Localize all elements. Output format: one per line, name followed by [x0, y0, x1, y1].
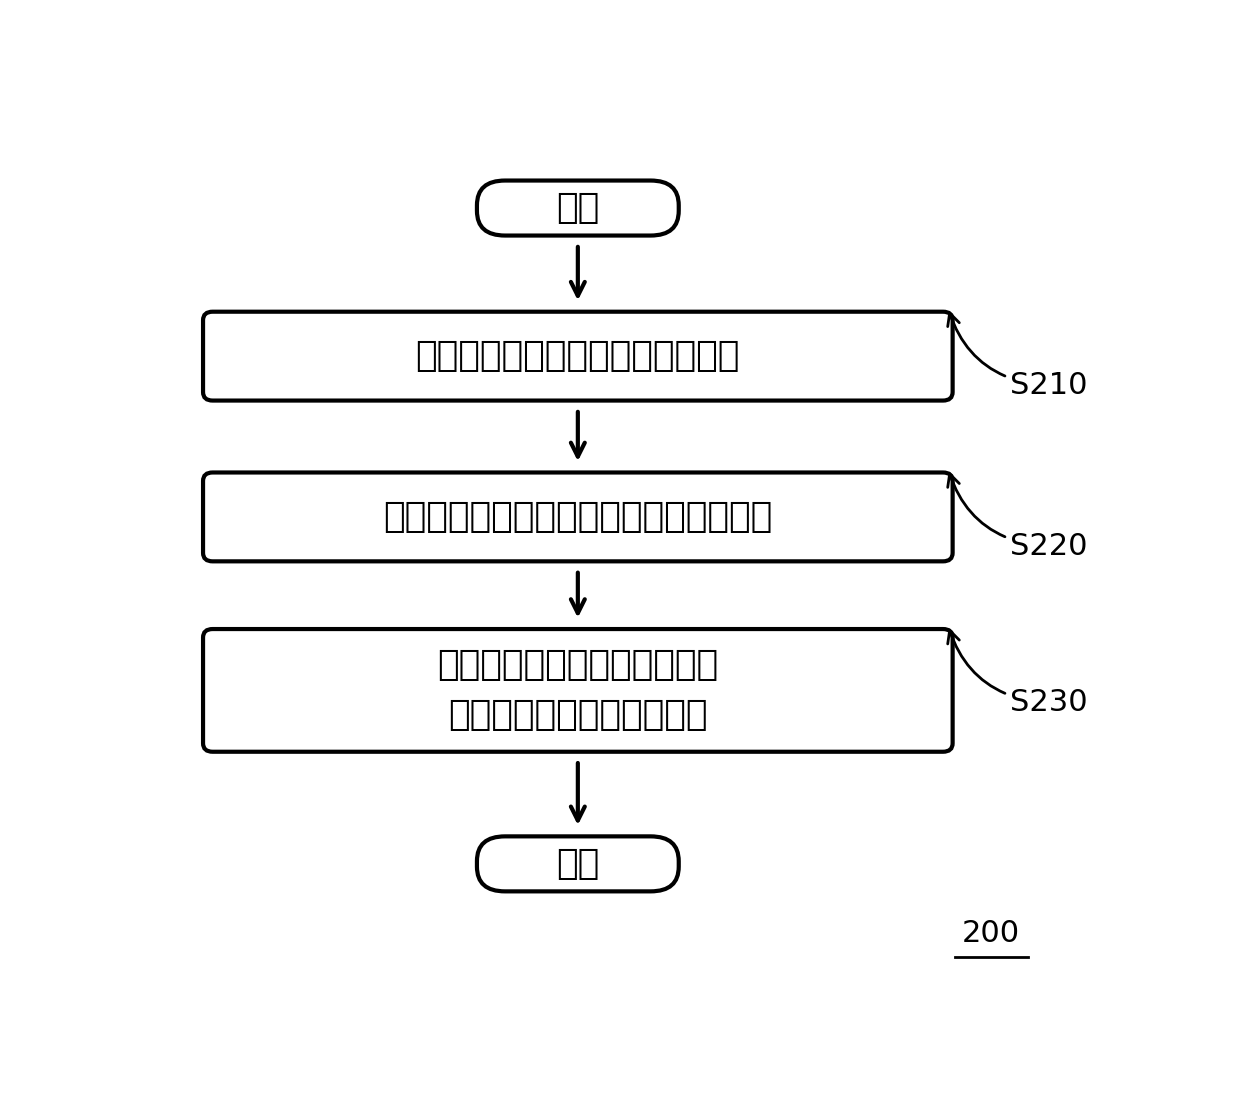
Text: 从脊柱横断面图像中获取异常区域: 从脊柱横断面图像中获取异常区域 — [415, 340, 740, 374]
FancyBboxPatch shape — [477, 180, 678, 235]
Text: 200: 200 — [962, 920, 1021, 948]
FancyBboxPatch shape — [203, 312, 952, 400]
Text: 开始: 开始 — [557, 191, 599, 225]
FancyBboxPatch shape — [203, 473, 952, 562]
FancyBboxPatch shape — [477, 836, 678, 891]
Text: S230: S230 — [947, 631, 1087, 718]
Text: 确定脊柱横断面图像中的至少一个关键点: 确定脊柱横断面图像中的至少一个关键点 — [383, 500, 773, 534]
Text: 结合异常区域和关键点，确定
脊柱横断面图像的异常类型: 结合异常区域和关键点，确定 脊柱横断面图像的异常类型 — [438, 648, 718, 733]
FancyBboxPatch shape — [203, 629, 952, 752]
Text: S210: S210 — [947, 313, 1087, 400]
Text: S220: S220 — [947, 474, 1087, 560]
Text: 结束: 结束 — [557, 847, 599, 881]
